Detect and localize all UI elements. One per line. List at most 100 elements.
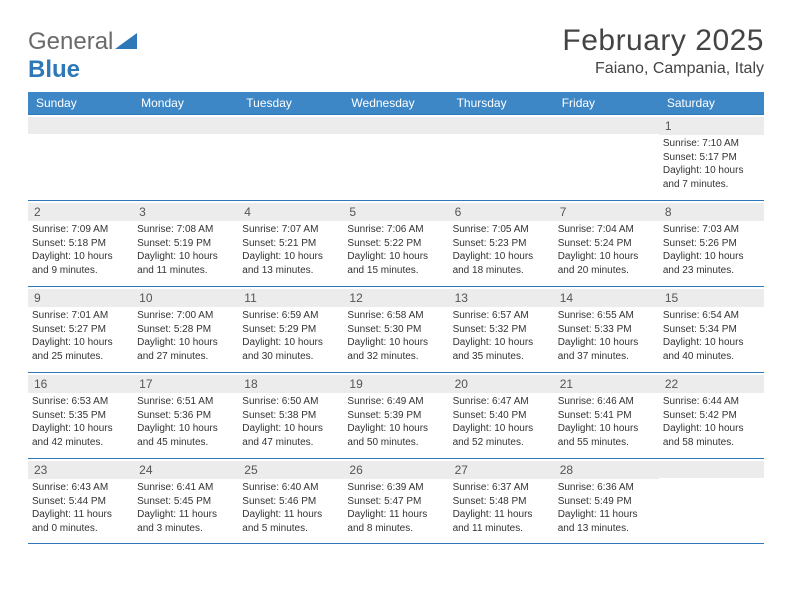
sunrise-text: Sunrise: 7:06 AM — [347, 223, 444, 237]
week-row: 23Sunrise: 6:43 AMSunset: 5:44 PMDayligh… — [28, 458, 764, 544]
logo-word-2: Blue — [28, 56, 80, 83]
sunset-text: Sunset: 5:46 PM — [242, 495, 339, 509]
day-number: 23 — [28, 461, 133, 479]
day-number — [659, 461, 764, 478]
sunrise-text: Sunrise: 6:39 AM — [347, 481, 444, 495]
day-header: Tuesday — [238, 92, 343, 114]
day-cell: 20Sunrise: 6:47 AMSunset: 5:40 PMDayligh… — [449, 373, 554, 458]
sunrise-text: Sunrise: 6:54 AM — [663, 309, 760, 323]
sunrise-text: Sunrise: 7:05 AM — [453, 223, 550, 237]
sunset-text: Sunset: 5:41 PM — [558, 409, 655, 423]
sunset-text: Sunset: 5:47 PM — [347, 495, 444, 509]
logo-text: General Blue — [28, 30, 137, 82]
daylight-text: Daylight: 10 hours and 27 minutes. — [137, 336, 234, 363]
day-number: 2 — [28, 203, 133, 221]
sunrise-text: Sunrise: 6:59 AM — [242, 309, 339, 323]
day-cell: 12Sunrise: 6:58 AMSunset: 5:30 PMDayligh… — [343, 287, 448, 372]
daylight-text: Daylight: 10 hours and 58 minutes. — [663, 422, 760, 449]
daylight-text: Daylight: 10 hours and 15 minutes. — [347, 250, 444, 277]
sunset-text: Sunset: 5:32 PM — [453, 323, 550, 337]
sunrise-text: Sunrise: 6:44 AM — [663, 395, 760, 409]
day-cell: 6Sunrise: 7:05 AMSunset: 5:23 PMDaylight… — [449, 201, 554, 286]
day-number: 12 — [343, 289, 448, 307]
sunrise-text: Sunrise: 7:09 AM — [32, 223, 129, 237]
day-number — [554, 117, 659, 134]
sunset-text: Sunset: 5:17 PM — [663, 151, 760, 165]
day-cell — [554, 115, 659, 200]
sunset-text: Sunset: 5:27 PM — [32, 323, 129, 337]
day-cell: 7Sunrise: 7:04 AMSunset: 5:24 PMDaylight… — [554, 201, 659, 286]
day-number: 20 — [449, 375, 554, 393]
day-cell — [28, 115, 133, 200]
day-number — [133, 117, 238, 134]
day-header: Thursday — [449, 92, 554, 114]
day-number — [238, 117, 343, 134]
week-row: 9Sunrise: 7:01 AMSunset: 5:27 PMDaylight… — [28, 286, 764, 372]
daylight-text: Daylight: 11 hours and 3 minutes. — [137, 508, 234, 535]
sunrise-text: Sunrise: 7:00 AM — [137, 309, 234, 323]
day-number: 3 — [133, 203, 238, 221]
week-row: 16Sunrise: 6:53 AMSunset: 5:35 PMDayligh… — [28, 372, 764, 458]
sunset-text: Sunset: 5:34 PM — [663, 323, 760, 337]
logo-triangle-icon — [115, 30, 137, 54]
day-cell: 3Sunrise: 7:08 AMSunset: 5:19 PMDaylight… — [133, 201, 238, 286]
day-header: Monday — [133, 92, 238, 114]
sunrise-text: Sunrise: 6:57 AM — [453, 309, 550, 323]
sunrise-text: Sunrise: 6:41 AM — [137, 481, 234, 495]
sunrise-text: Sunrise: 6:50 AM — [242, 395, 339, 409]
day-cell: 25Sunrise: 6:40 AMSunset: 5:46 PMDayligh… — [238, 459, 343, 543]
page-header: General Blue February 2025 Faiano, Campa… — [28, 24, 764, 82]
sunrise-text: Sunrise: 6:40 AM — [242, 481, 339, 495]
day-cell: 14Sunrise: 6:55 AMSunset: 5:33 PMDayligh… — [554, 287, 659, 372]
sunset-text: Sunset: 5:28 PM — [137, 323, 234, 337]
sunset-text: Sunset: 5:24 PM — [558, 237, 655, 251]
day-number: 6 — [449, 203, 554, 221]
day-cell: 8Sunrise: 7:03 AMSunset: 5:26 PMDaylight… — [659, 201, 764, 286]
sunset-text: Sunset: 5:18 PM — [32, 237, 129, 251]
sunset-text: Sunset: 5:30 PM — [347, 323, 444, 337]
day-cell: 2Sunrise: 7:09 AMSunset: 5:18 PMDaylight… — [28, 201, 133, 286]
day-cell: 11Sunrise: 6:59 AMSunset: 5:29 PMDayligh… — [238, 287, 343, 372]
daylight-text: Daylight: 10 hours and 52 minutes. — [453, 422, 550, 449]
sunrise-text: Sunrise: 6:53 AM — [32, 395, 129, 409]
day-cell: 16Sunrise: 6:53 AMSunset: 5:35 PMDayligh… — [28, 373, 133, 458]
daylight-text: Daylight: 10 hours and 23 minutes. — [663, 250, 760, 277]
day-cell: 1Sunrise: 7:10 AMSunset: 5:17 PMDaylight… — [659, 115, 764, 200]
day-number: 9 — [28, 289, 133, 307]
sunset-text: Sunset: 5:29 PM — [242, 323, 339, 337]
day-number: 7 — [554, 203, 659, 221]
sunset-text: Sunset: 5:39 PM — [347, 409, 444, 423]
sunrise-text: Sunrise: 6:58 AM — [347, 309, 444, 323]
day-cell — [449, 115, 554, 200]
sunset-text: Sunset: 5:45 PM — [137, 495, 234, 509]
daylight-text: Daylight: 10 hours and 47 minutes. — [242, 422, 339, 449]
day-number: 16 — [28, 375, 133, 393]
daylight-text: Daylight: 10 hours and 30 minutes. — [242, 336, 339, 363]
week-row: 2 Sunrise: 7:09 AMSunset: 5:18 PM Daylight… — [28, 200, 764, 286]
daylight-text: Daylight: 11 hours and 0 minutes. — [32, 508, 129, 535]
logo: General Blue — [28, 30, 137, 82]
daylight-text: Daylight: 11 hours and 8 minutes. — [347, 508, 444, 535]
day-cell: 15Sunrise: 6:54 AMSunset: 5:34 PMDayligh… — [659, 287, 764, 372]
sunset-text: Sunset: 5:22 PM — [347, 237, 444, 251]
daylight-text: Daylight: 10 hours and 37 minutes. — [558, 336, 655, 363]
sunset-text: Sunset: 5:42 PM — [663, 409, 760, 423]
day-cell: 18Sunrise: 6:50 AMSunset: 5:38 PMDayligh… — [238, 373, 343, 458]
day-cell: 22Sunrise: 6:44 AMSunset: 5:42 PMDayligh… — [659, 373, 764, 458]
sunset-text: Sunset: 5:23 PM — [453, 237, 550, 251]
sunrise-text: Sunrise: 7:03 AM — [663, 223, 760, 237]
sunrise-text: Sunrise: 6:55 AM — [558, 309, 655, 323]
day-cell — [238, 115, 343, 200]
sunrise-text: Sunrise: 6:36 AM — [558, 481, 655, 495]
sunrise-text: Sunrise: 7:04 AM — [558, 223, 655, 237]
day-cell: 21Sunrise: 6:46 AMSunset: 5:41 PMDayligh… — [554, 373, 659, 458]
daylight-text: Daylight: 10 hours and 7 minutes. — [663, 164, 760, 191]
day-header: Friday — [554, 92, 659, 114]
day-number: 24 — [133, 461, 238, 479]
sunrise-text: Sunrise: 7:08 AM — [137, 223, 234, 237]
week-row: 1Sunrise: 7:10 AMSunset: 5:17 PMDaylight… — [28, 114, 764, 200]
sunrise-text: Sunrise: 7:07 AM — [242, 223, 339, 237]
sunset-text: Sunset: 5:26 PM — [663, 237, 760, 251]
day-number: 15 — [659, 289, 764, 307]
sunset-text: Sunset: 5:36 PM — [137, 409, 234, 423]
